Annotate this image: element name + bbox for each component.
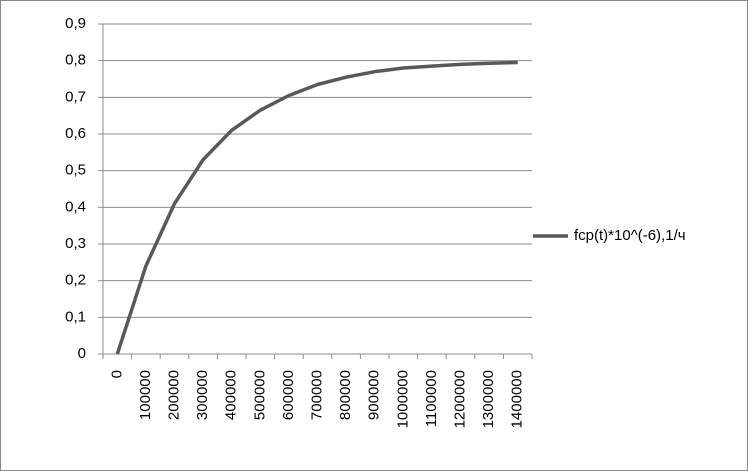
x-tick-label: 900000 xyxy=(366,370,383,420)
x-tick-label: 1000000 xyxy=(394,370,411,428)
x-tick-label: 0 xyxy=(108,370,125,378)
y-tick-label: 0,5 xyxy=(65,162,86,179)
y-tick-label: 0,7 xyxy=(65,88,86,105)
y-tick-label: 0,2 xyxy=(65,272,86,289)
x-tick-label: 200000 xyxy=(165,370,182,420)
y-tick-label: 0,1 xyxy=(65,308,86,325)
x-tick-label: 1300000 xyxy=(480,370,497,428)
data-line xyxy=(115,60,518,355)
x-tick-label: 1400000 xyxy=(509,370,526,428)
x-tick-label: 1200000 xyxy=(451,370,468,428)
legend-label: fcp(t)*10^(-6),1/ч xyxy=(574,227,686,244)
x-tick-label: 400000 xyxy=(223,370,240,420)
y-tick-label: 0,9 xyxy=(65,15,86,32)
x-tick-label: 1100000 xyxy=(423,370,440,427)
y-tick-label: 0,6 xyxy=(65,125,86,142)
x-tick-label: 700000 xyxy=(308,370,325,420)
y-tick-label: 0,8 xyxy=(65,52,86,69)
y-tick-label: 0,4 xyxy=(65,198,86,215)
x-tick-label: 600000 xyxy=(280,370,297,420)
x-tick-label: 100000 xyxy=(137,370,154,420)
x-tick-label: 500000 xyxy=(251,370,268,420)
x-tick-label: 300000 xyxy=(194,370,211,420)
y-tick-label: 0,3 xyxy=(65,235,86,252)
y-tick-label: 0 xyxy=(78,345,86,362)
x-tick-label: 800000 xyxy=(337,370,354,420)
